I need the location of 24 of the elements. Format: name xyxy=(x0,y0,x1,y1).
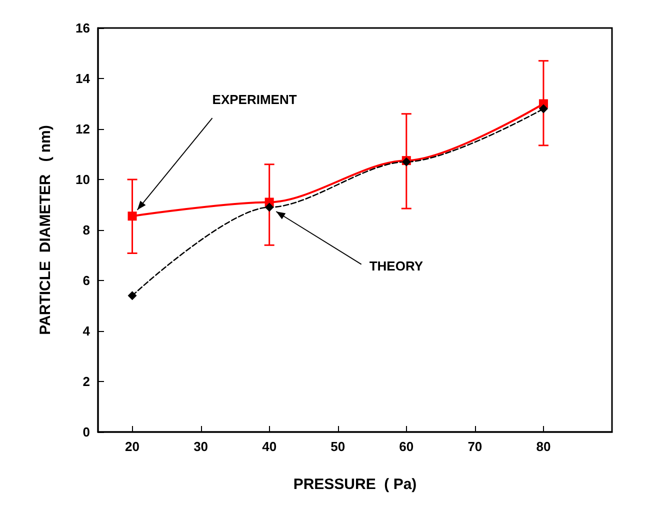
x-tick-label: 30 xyxy=(194,439,208,454)
y-axis-title: PARTICLE DIAMETER ( nm) xyxy=(37,125,54,335)
x-tick-label: 50 xyxy=(330,439,346,454)
y-tick-label: 10 xyxy=(76,172,90,187)
text: THEORY xyxy=(369,258,424,274)
x-tick-label: 20 xyxy=(125,439,140,454)
y-tick-label: 6 xyxy=(82,273,90,288)
text: EXPERIMENT xyxy=(212,92,297,108)
y-tick-label: 2 xyxy=(82,374,90,389)
y-tick-label: 14 xyxy=(76,71,91,86)
y-tick-label: 8 xyxy=(82,222,90,238)
point xyxy=(128,291,137,300)
point xyxy=(538,104,548,114)
x-tick-label: 40 xyxy=(262,439,277,454)
x-axis-title: PRESSURE ( Pa) xyxy=(293,476,417,493)
y-tick-label: 16 xyxy=(76,20,90,36)
point xyxy=(264,202,274,212)
x-tick-label: 60 xyxy=(399,439,414,454)
y-tick-label: 0 xyxy=(82,424,90,440)
point xyxy=(128,212,137,221)
y-tick-label: 12 xyxy=(76,122,90,136)
x-tick-label: 70 xyxy=(468,439,482,454)
y-tick-label: 4 xyxy=(82,324,91,338)
x-tick-label: 80 xyxy=(536,439,551,454)
